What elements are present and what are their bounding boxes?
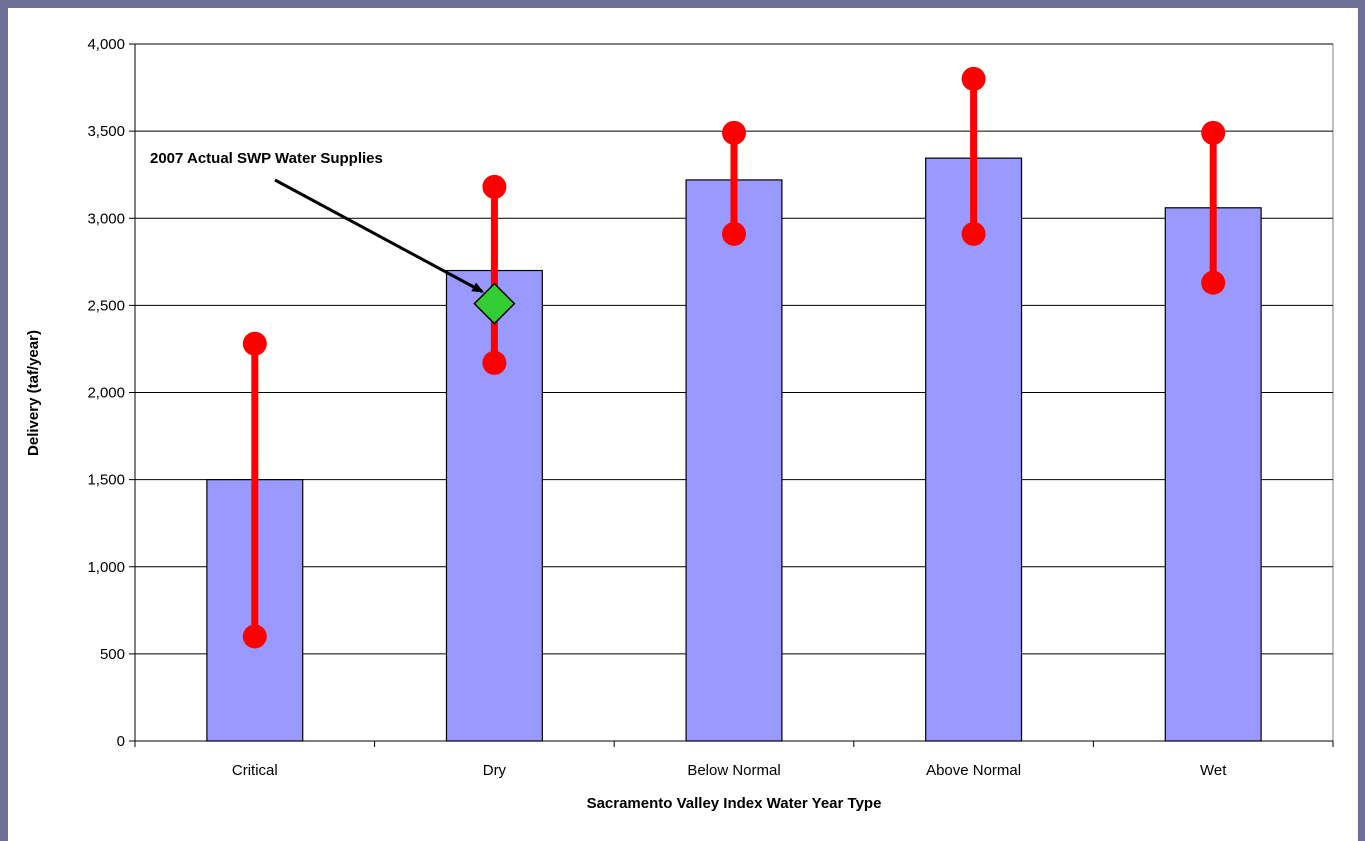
range-high-point — [961, 66, 986, 91]
range-high-point — [242, 331, 267, 356]
x-axis-label: Sacramento Valley Index Water Year Type — [587, 795, 882, 812]
x-tick-label: Wet — [1200, 762, 1227, 779]
range-high-point — [1201, 120, 1226, 145]
annotation-marker — [473, 282, 516, 325]
bar-wet — [1164, 207, 1262, 742]
y-axis-label: Delivery (taf/year) — [25, 330, 42, 456]
y-tick-label: 2,500 — [87, 297, 125, 314]
y-tick-label: 500 — [100, 646, 125, 663]
range-low-point — [482, 350, 507, 375]
bar-above-normal — [925, 157, 1023, 742]
y-tick-label: 2,000 — [87, 385, 125, 402]
annotation-group: 2007 Actual SWP Water Supplies — [150, 150, 516, 325]
annotation-arrow — [274, 178, 485, 293]
y-tick-label: 4,000 — [87, 36, 125, 53]
axes: 0 500 1,000 1,500 2,000 2,500 3,000 3,500 4,000 C… — [87, 36, 1334, 779]
range-low-point — [722, 221, 746, 246]
y-tick-label: 1,500 — [87, 472, 125, 489]
range-whiskers — [242, 66, 1226, 649]
x-tick-label: Below Normal — [687, 762, 780, 779]
bar-below-normal — [685, 179, 783, 742]
y-tick-label: 3,500 — [87, 123, 125, 140]
y-tick-label: 3,000 — [87, 210, 125, 227]
range-high-point — [722, 120, 746, 145]
x-tick-label: Critical — [232, 762, 278, 779]
range-high-point — [482, 174, 507, 199]
y-tick-label: 0 — [117, 733, 125, 750]
range-low-point — [242, 624, 267, 649]
range-low-point — [1201, 270, 1226, 295]
annotation-label: 2007 Actual SWP Water Supplies — [150, 150, 383, 167]
x-tick-label: Dry — [483, 762, 507, 779]
x-tick-label: Above Normal — [926, 762, 1021, 779]
y-tick-label: 1,000 — [87, 559, 125, 576]
range-low-point — [961, 221, 986, 246]
